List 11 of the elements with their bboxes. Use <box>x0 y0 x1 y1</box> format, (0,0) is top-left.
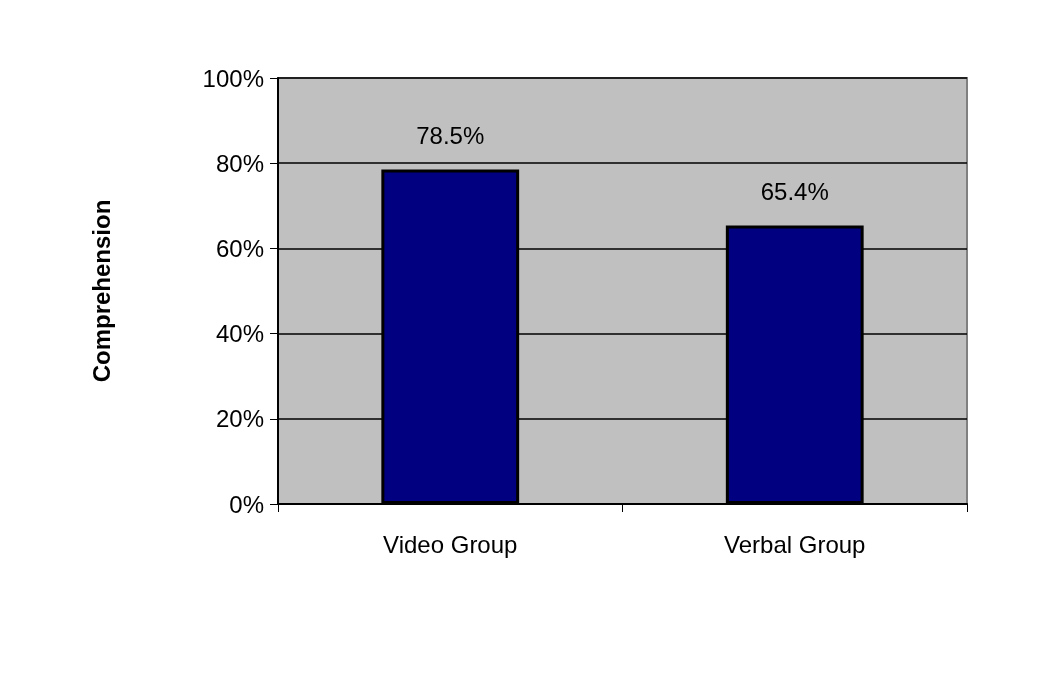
y-tick-label: 20% <box>215 405 264 433</box>
x-tick-label: Verbal Group <box>724 530 866 558</box>
x-tick-label: Video Group <box>383 530 518 558</box>
data-label: 65.4% <box>760 177 829 205</box>
y-tick-label: 0% <box>229 490 264 518</box>
y-tick-label: 40% <box>215 320 264 348</box>
y-tick-label: 80% <box>215 149 264 177</box>
data-label: 78.5% <box>416 122 485 150</box>
y-tick-label: 100% <box>202 64 264 92</box>
y-axis-title: Comprehension <box>87 199 115 383</box>
y-tick-label: 60% <box>215 234 264 262</box>
